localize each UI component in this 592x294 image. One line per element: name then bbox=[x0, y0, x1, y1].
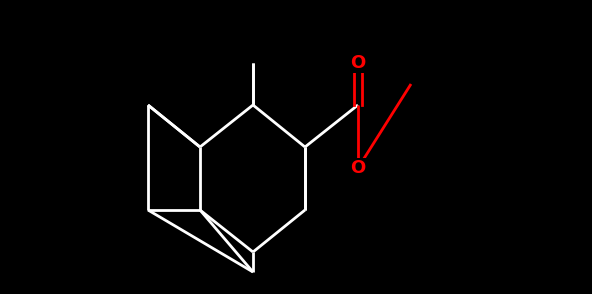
Text: O: O bbox=[350, 159, 366, 177]
Text: O: O bbox=[350, 54, 366, 72]
